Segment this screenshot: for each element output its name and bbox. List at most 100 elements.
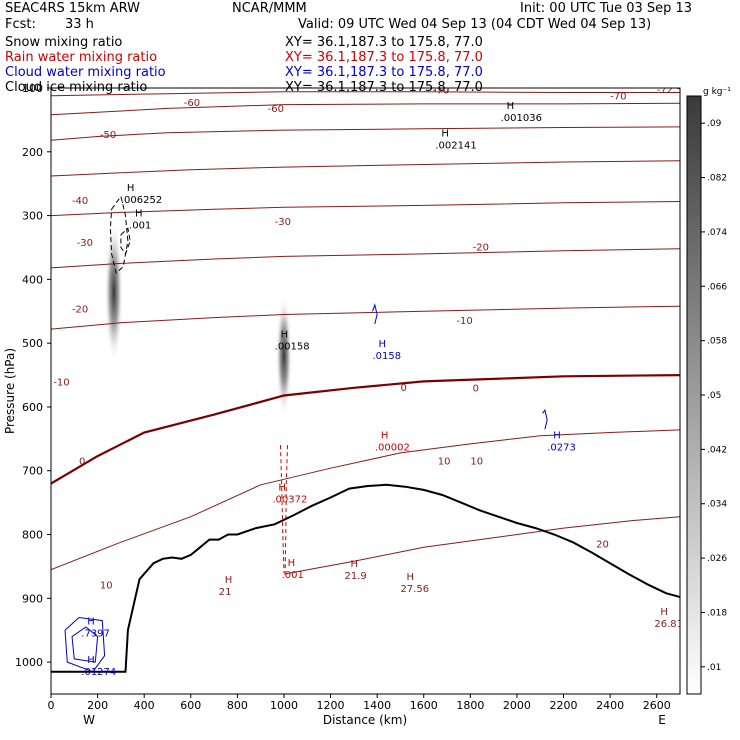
max-value-15: .01274 bbox=[81, 667, 116, 678]
x-tick-label-1: 200 bbox=[87, 699, 108, 712]
snow-shading-0 bbox=[104, 221, 124, 363]
max-marker-6: H bbox=[381, 430, 389, 441]
field-xy-snow: XY= 36.1,187.3 to 175.8, 77.0 bbox=[285, 35, 483, 50]
y-tick-label-0: 100 bbox=[22, 82, 43, 95]
colorbar-label-1: .018 bbox=[707, 608, 727, 618]
max-marker-1: H bbox=[135, 208, 143, 219]
isotherm-7 bbox=[51, 305, 680, 330]
cloud-water-contour-3 bbox=[71, 626, 99, 663]
colorbar-label-2: .026 bbox=[707, 554, 727, 564]
isotherm-label-11: -10 bbox=[53, 377, 69, 388]
org-title: NCAR/MMM bbox=[232, 1, 307, 16]
x-end-label-west: W bbox=[83, 713, 95, 727]
field-label-cloud-water: Cloud water mixing ratio bbox=[5, 65, 166, 80]
x-tick-label-10: 2000 bbox=[503, 699, 531, 712]
max-marker-7: H bbox=[553, 430, 561, 441]
max-value-11: 21.9 bbox=[345, 571, 367, 582]
terrain-line bbox=[51, 483, 680, 673]
rain-contour-1 bbox=[284, 445, 288, 573]
isotherm-label-6: -40 bbox=[72, 196, 88, 207]
valid-time: Valid: 09 UTC Wed 04 Sep 13 (04 CDT Wed … bbox=[298, 17, 652, 32]
x-tick-label-6: 1200 bbox=[317, 699, 345, 712]
x-tick-label-3: 600 bbox=[180, 699, 201, 712]
snow-contour-1 bbox=[120, 227, 131, 255]
y-tick-label-8: 900 bbox=[22, 592, 43, 605]
isotherm-10 bbox=[283, 516, 680, 575]
x-tick-label-8: 1600 bbox=[410, 699, 438, 712]
isotherm-8 bbox=[51, 374, 680, 485]
cloud-water-contour-2 bbox=[64, 616, 106, 673]
isotherm-label-3: -60 bbox=[184, 98, 200, 109]
y-tick-label-1: 200 bbox=[22, 146, 43, 159]
colorbar-label-7: .066 bbox=[707, 282, 727, 292]
isotherm-1 bbox=[51, 91, 680, 97]
isotherm-label-17: 10 bbox=[470, 456, 483, 467]
isotherm-3 bbox=[51, 126, 680, 141]
y-tick-label-2: 300 bbox=[22, 210, 43, 223]
colorbar-label-4: .042 bbox=[707, 445, 727, 455]
isotherm-label-1: -70 bbox=[433, 86, 449, 97]
colorbar-unit: g kg⁻¹ bbox=[703, 87, 731, 97]
model-title: SEAC4RS 15km ARW bbox=[5, 1, 141, 16]
isotherm-label-7: -30 bbox=[77, 238, 93, 249]
colorbar-label-3: .034 bbox=[707, 500, 727, 510]
isotherm-5 bbox=[51, 201, 680, 217]
field-label-rain: Rain water mixing ratio bbox=[5, 50, 158, 65]
isotherm-label-2: -70 bbox=[610, 91, 626, 102]
max-value-7: .0273 bbox=[547, 442, 576, 453]
max-value-4: .00158 bbox=[275, 342, 310, 353]
y-axis-label: Pressure (hPa) bbox=[3, 348, 17, 434]
isotherm-label-0: -72.59 bbox=[657, 85, 689, 96]
x-tick-label-9: 1800 bbox=[456, 699, 484, 712]
y-tick-label-9: 1000 bbox=[15, 656, 43, 669]
max-value-1: .001 bbox=[129, 220, 151, 231]
max-marker-14: H bbox=[87, 617, 95, 628]
isotherm-label-15: 0 bbox=[79, 456, 85, 467]
isotherm-label-10: -20 bbox=[473, 243, 489, 254]
max-value-2: .002141 bbox=[435, 141, 476, 152]
isotherm-label-5: -50 bbox=[100, 130, 116, 141]
x-tick-label-0: 0 bbox=[48, 699, 55, 712]
isotherm-9 bbox=[51, 429, 680, 571]
x-tick-label-11: 2200 bbox=[550, 699, 578, 712]
x-axis-label: Distance (km) bbox=[323, 713, 407, 727]
max-marker-15: H bbox=[87, 655, 95, 666]
y-tick-label-5: 600 bbox=[22, 401, 43, 414]
plot-frame bbox=[50, 87, 681, 695]
isotherm-2 bbox=[51, 102, 680, 116]
isotherm-6 bbox=[51, 248, 680, 269]
max-marker-3: H bbox=[507, 101, 515, 112]
isotherm-label-16: 10 bbox=[438, 456, 451, 467]
max-value-10: 21 bbox=[219, 587, 232, 598]
max-value-6: .00002 bbox=[375, 442, 410, 453]
max-value-9: .001 bbox=[282, 570, 304, 581]
x-end-label-east: E bbox=[658, 713, 666, 727]
max-marker-13: H bbox=[660, 607, 668, 618]
x-tick-label-2: 400 bbox=[134, 699, 155, 712]
field-xy-cloud-water: XY= 36.1,187.3 to 175.8, 77.0 bbox=[285, 65, 483, 80]
field-label-snow: Snow mixing ratio bbox=[5, 35, 123, 50]
max-value-14: .7397 bbox=[81, 629, 110, 640]
colorbar-label-5: .05 bbox=[707, 391, 721, 401]
isotherm-label-18: 10 bbox=[100, 581, 113, 592]
colorbar-label-8: .074 bbox=[707, 228, 727, 238]
cloud-water-contour-1 bbox=[542, 408, 548, 430]
field-xy-rain: XY= 36.1,187.3 to 175.8, 77.0 bbox=[285, 50, 483, 65]
x-tick-label-13: 2600 bbox=[643, 699, 671, 712]
max-marker-4: H bbox=[281, 330, 289, 341]
isotherm-label-12: -10 bbox=[456, 316, 472, 327]
colorbar-label-10: .09 bbox=[707, 119, 722, 129]
forecast-hour: 33 h bbox=[65, 17, 94, 32]
colorbar-label-0: .01 bbox=[707, 663, 721, 673]
x-tick-label-12: 2400 bbox=[596, 699, 624, 712]
rain-contour-0 bbox=[280, 445, 285, 573]
isotherm-label-4: -60 bbox=[268, 104, 284, 115]
isotherm-label-14: 0 bbox=[473, 384, 479, 395]
isotherm-label-9: -20 bbox=[72, 305, 88, 316]
y-tick-label-7: 800 bbox=[22, 529, 43, 542]
cloud-water-contour-0 bbox=[372, 303, 378, 325]
x-tick-label-7: 1400 bbox=[363, 699, 391, 712]
colorbar-label-9: .082 bbox=[707, 174, 727, 184]
max-marker-12: H bbox=[406, 572, 414, 583]
